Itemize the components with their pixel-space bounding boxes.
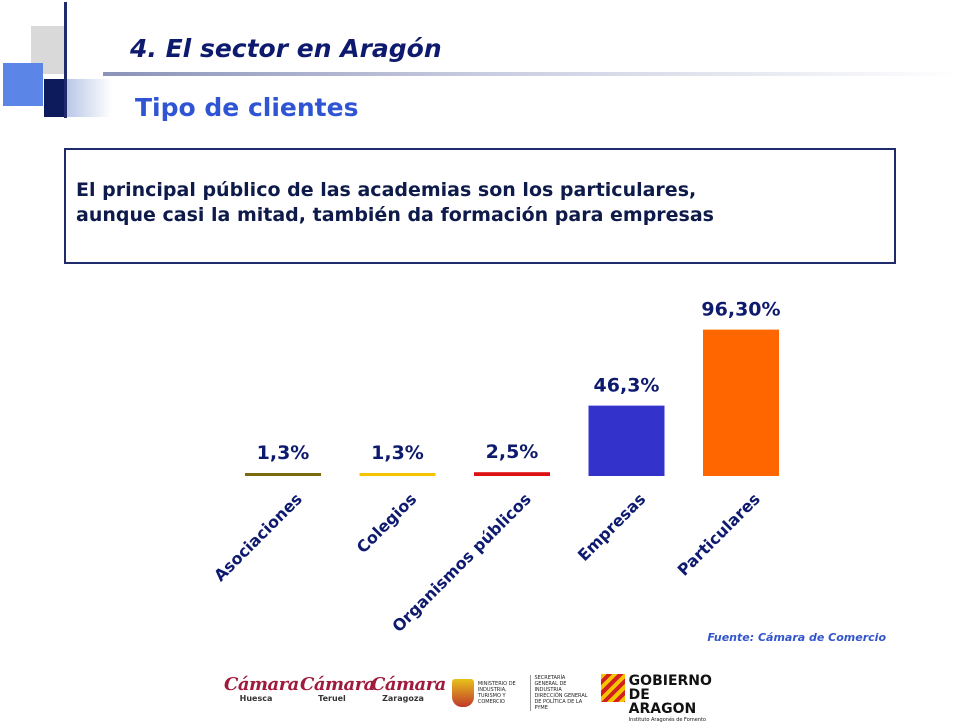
gobierno-institute: Instituto Aragonés de Fomento xyxy=(628,717,706,723)
bar-2 xyxy=(474,472,550,476)
gobierno-aragon-logo: GOBIERNO DE ARAGON Instituto Aragonés de… xyxy=(601,673,721,723)
header-vertical-rule xyxy=(64,2,67,118)
summary-line-2: aunque casi la mitad, también da formaci… xyxy=(76,204,714,226)
bar-1 xyxy=(359,473,436,476)
bar-0 xyxy=(245,473,321,476)
camara-zaragoza-city: Zaragoza xyxy=(382,694,424,703)
ministerio-department: SECRETARÍA GENERAL DE INDUSTRIA DIRECCIÓ… xyxy=(530,675,590,711)
camara-zaragoza-logo: Cámara Zaragoza xyxy=(371,674,446,704)
category-label-3: Empresas xyxy=(574,489,649,564)
ministerio-logo: MINISTERIO DE INDUSTRIA, TURISMO Y COMER… xyxy=(452,675,590,711)
category-label-4: Particulares xyxy=(674,489,764,579)
page-title: 4. El sector en Aragón xyxy=(130,34,442,63)
bar-4 xyxy=(703,329,779,476)
spain-shield-icon xyxy=(452,679,474,707)
header-decoration-blue-square xyxy=(3,63,43,106)
category-label-0: Asociaciones xyxy=(210,489,306,585)
camara-huesca-logo: Cámara Huesca xyxy=(224,674,299,704)
source-note: Fuente: Cámara de Comercio xyxy=(707,631,886,644)
camara-teruel-name: Cámara xyxy=(300,674,375,695)
aragon-flag-icon xyxy=(601,674,625,702)
header-decoration-dark-square xyxy=(44,79,66,117)
summary-line-1: El principal público de las academias so… xyxy=(76,179,697,201)
clients-bar-chart: 1,3%Asociaciones1,3%Colegios2,5%Organism… xyxy=(210,299,780,636)
summary-box: El principal público de las academias so… xyxy=(64,148,896,264)
camara-teruel-city: Teruel xyxy=(318,694,346,703)
header-horizontal-rule xyxy=(103,72,960,76)
camara-huesca-name: Cámara xyxy=(224,674,299,695)
gobierno-line-1: GOBIERNO xyxy=(628,673,712,689)
header-decoration-light-square xyxy=(66,79,112,117)
bar-3 xyxy=(588,405,665,476)
bar-value-label-1: 1,3% xyxy=(371,442,424,464)
gobierno-line-2: DE ARAGON xyxy=(628,687,697,717)
summary-text: El principal público de las academias so… xyxy=(76,178,886,228)
bar-value-label-4: 96,30% xyxy=(701,299,780,321)
bar-value-label-0: 1,3% xyxy=(257,442,310,464)
camara-huesca-city: Huesca xyxy=(239,694,273,703)
bar-value-label-2: 2,5% xyxy=(486,441,539,463)
page-subtitle: Tipo de clientes xyxy=(135,93,359,122)
bar-value-label-3: 46,3% xyxy=(594,375,660,397)
gobierno-aragon-name: GOBIERNO DE ARAGON Instituto Aragonés de… xyxy=(628,673,721,723)
camara-zaragoza-name: Cámara xyxy=(371,674,446,695)
camara-teruel-logo: Cámara Teruel xyxy=(300,674,375,704)
category-label-1: Colegios xyxy=(353,489,421,557)
ministerio-name: MINISTERIO DE INDUSTRIA, TURISMO Y COMER… xyxy=(477,681,516,705)
